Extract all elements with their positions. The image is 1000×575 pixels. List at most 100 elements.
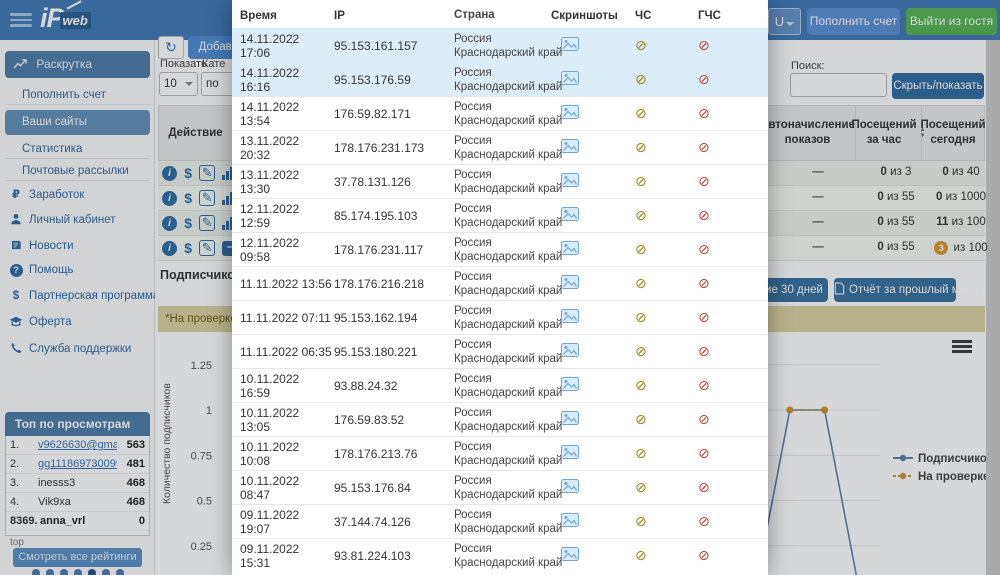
global-blacklist-icon[interactable]: ⊘ [698,547,710,563]
stats-bars-icon[interactable] [222,191,234,205]
sort-icon[interactable]: ▲ ▼ [919,127,926,139]
top-views-row[interactable]: 2. gg1118697300992... 481 [6,455,149,474]
screenshot-image-icon[interactable] [561,105,579,122]
sidebar-item-mailings[interactable]: Почтовые рассылки [22,165,129,177]
blacklist-icon[interactable]: ⊘ [635,105,647,121]
sidebar-item-statistics[interactable]: Статистика [22,143,83,155]
global-blacklist-icon[interactable]: ⊘ [698,445,710,461]
blacklist-icon[interactable]: ⊘ [635,309,647,325]
screenshot-image-icon[interactable] [561,37,579,54]
edit-icon[interactable]: ✎ [199,165,216,181]
sidebar-section-promo[interactable]: Раскрутка [5,51,150,78]
sidebar-item-support[interactable]: Служба поддержки [8,342,154,355]
screenshot-image-icon[interactable] [561,343,579,360]
screenshot-image-icon[interactable] [561,479,579,496]
screenshot-image-icon[interactable] [561,547,579,564]
global-blacklist-icon[interactable]: ⊘ [698,207,710,223]
blacklist-icon[interactable]: ⊘ [635,139,647,155]
info-icon[interactable]: i [162,190,177,206]
dollar-icon[interactable]: $ [184,240,192,256]
top-views-row[interactable]: 4. Vik9xa 468 [6,493,149,512]
screenshot-image-icon[interactable] [561,207,579,224]
stats-bars-icon[interactable] [222,166,234,180]
screenshot-image-icon[interactable] [561,241,579,258]
global-blacklist-icon[interactable]: ⊘ [698,139,710,155]
blacklist-icon[interactable]: ⊘ [635,377,647,393]
page-size-select[interactable]: 10 [159,72,198,96]
global-blacklist-icon[interactable]: ⊘ [698,173,710,189]
blacklist-icon[interactable]: ⊘ [635,343,647,359]
page-scrollbar[interactable] [986,40,1000,575]
blacklist-icon[interactable]: ⊘ [635,275,647,291]
screenshot-image-icon[interactable] [561,71,579,88]
info-icon[interactable]: i [162,165,177,181]
sidebar-item-earnings[interactable]: ₽ Заработок [8,187,154,201]
screenshot-image-icon[interactable] [561,139,579,156]
edit-icon[interactable]: ✎ [199,240,216,256]
screenshot-image-icon[interactable] [561,445,579,462]
screenshot-image-icon[interactable] [561,173,579,190]
username[interactable]: v9626630@gmail.... [38,439,117,451]
view-all-ratings-button[interactable]: Смотреть все рейтинги [13,548,142,567]
blacklist-icon[interactable]: ⊘ [635,411,647,427]
sidebar-item-topup[interactable]: Пополнить счет [22,89,106,101]
global-blacklist-icon[interactable]: ⊘ [698,343,710,359]
username[interactable]: anna_vrl [40,515,86,527]
top-views-row[interactable]: 8369. anna_vrl 0 [6,512,149,531]
global-blacklist-icon[interactable]: ⊘ [698,513,710,529]
global-blacklist-icon[interactable]: ⊘ [698,411,710,427]
sidebar-item-offer[interactable]: Оферта [8,316,154,328]
blacklist-icon[interactable]: ⊘ [635,513,647,529]
user-dropdown[interactable]: U [768,8,801,35]
screenshot-image-icon[interactable] [561,309,579,326]
edit-icon[interactable]: ✎ [199,215,216,231]
topup-button[interactable]: Пополнить счет [807,8,900,35]
top-views-row[interactable]: 3. inesss3 468 [6,474,149,493]
hamburger-menu-icon[interactable] [10,13,32,27]
global-blacklist-icon[interactable]: ⊘ [698,105,710,121]
info-icon[interactable]: i [162,240,177,256]
blacklist-icon[interactable]: ⊘ [635,479,647,495]
last-month-report-button[interactable]: Отчёт за прошлый месяц [834,278,985,302]
global-blacklist-icon[interactable]: ⊘ [698,275,710,291]
column-auto-accrual[interactable]: Автоначисление показов [760,106,856,160]
blacklist-icon[interactable]: ⊘ [635,207,647,223]
column-visits-hour[interactable]: Посещений за час ▲ ▼ [851,106,926,160]
stats-bars-icon[interactable] [222,216,234,230]
sidebar-item-affiliate[interactable]: $ Партнерская программа [8,290,159,302]
screenshot-image-icon[interactable] [561,377,579,394]
sidebar-item-news[interactable]: Новости [8,239,154,252]
username[interactable]: gg1118697300992... [38,458,117,470]
global-blacklist-icon[interactable]: ⊘ [698,479,710,495]
last-30-days-button[interactable]: ие 30 дней [760,278,828,302]
username[interactable]: Vik9xa [38,496,71,508]
ipweb-logo[interactable]: iPweb [40,0,95,34]
hide-show-button[interactable]: Скрыть/показать [892,73,984,99]
dollar-icon[interactable]: $ [184,165,192,181]
global-blacklist-icon[interactable]: ⊘ [698,377,710,393]
global-blacklist-icon[interactable]: ⊘ [698,241,710,257]
blacklist-icon[interactable]: ⊘ [635,37,647,53]
edit-icon[interactable]: ✎ [199,190,216,206]
sidebar-item-your-sites[interactable]: Ваши сайты [5,110,150,135]
global-blacklist-icon[interactable]: ⊘ [698,37,710,53]
screenshot-image-icon[interactable] [561,513,579,530]
sidebar-item-help[interactable]: ? Помощь [8,264,154,277]
username[interactable]: inesss3 [38,477,76,489]
screenshot-image-icon[interactable] [561,275,579,292]
info-icon[interactable]: i [162,215,177,231]
top-views-row[interactable]: 1. v9626630@gmail.... 563 [6,436,149,455]
screenshot-image-icon[interactable] [561,411,579,428]
blacklist-icon[interactable]: ⊘ [635,173,647,189]
search-input[interactable] [790,73,887,97]
blacklist-icon[interactable]: ⊘ [635,445,647,461]
blacklist-icon[interactable]: ⊘ [635,241,647,257]
sidebar-item-account[interactable]: Личный кабинет [8,213,154,226]
column-visits-today[interactable]: Посещений сегодня [920,119,986,146]
blacklist-icon[interactable]: ⊘ [635,547,647,563]
dollar-icon[interactable]: $ [184,190,192,206]
chart-menu-icon[interactable] [952,340,972,355]
blacklist-icon[interactable]: ⊘ [635,71,647,87]
dollar-icon[interactable]: $ [184,215,192,231]
global-blacklist-icon[interactable]: ⊘ [698,71,710,87]
